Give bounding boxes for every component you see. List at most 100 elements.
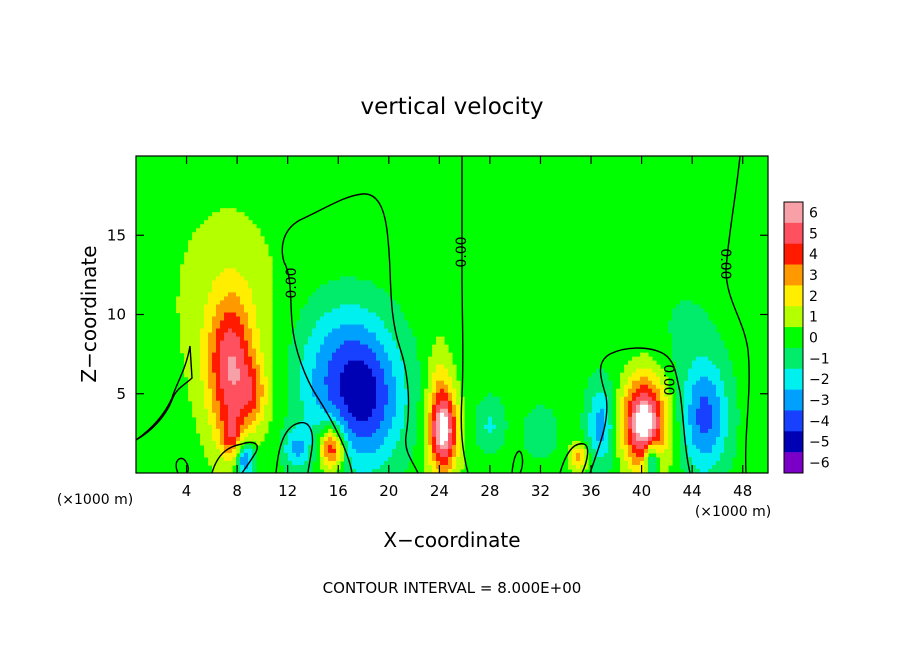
field-cell [292, 452, 297, 458]
field-cell [696, 468, 701, 473]
field-cell [400, 372, 405, 378]
field-cell [340, 360, 345, 366]
field-cell [684, 336, 689, 342]
field-cell [256, 292, 261, 298]
field-cell [660, 400, 665, 406]
field-cell [428, 412, 433, 418]
field-cell [720, 444, 725, 450]
field-cell [248, 380, 253, 386]
field-cell [192, 248, 197, 253]
field-cell [360, 308, 365, 314]
field-cell [240, 376, 245, 382]
field-cell [616, 412, 621, 418]
field-cell [264, 340, 269, 346]
field-cell [220, 256, 225, 261]
field-cell [312, 428, 317, 434]
field-cell [644, 396, 649, 402]
field-cell [292, 412, 297, 418]
field-cell [720, 348, 725, 354]
field-cell [300, 408, 305, 414]
field-cell [184, 300, 189, 306]
field-cell [396, 392, 401, 398]
field-cell [288, 352, 293, 358]
field-cell [196, 292, 201, 298]
field-cell [596, 388, 601, 394]
field-cell [316, 424, 321, 430]
field-cell [256, 332, 261, 338]
field-cell [180, 268, 185, 273]
field-cell [320, 420, 325, 426]
field-cell [300, 468, 305, 473]
field-cell [200, 296, 205, 302]
field-cell [184, 320, 189, 326]
field-cell [716, 372, 721, 378]
field-cell [304, 396, 309, 402]
field-cell [588, 440, 593, 446]
field-cell [216, 228, 221, 233]
field-cell [376, 288, 381, 294]
field-cell [384, 320, 389, 326]
field-cell [352, 356, 357, 362]
field-cell [692, 436, 697, 442]
field-cell [252, 312, 257, 318]
field-cell [500, 404, 505, 410]
field-cell [608, 464, 613, 470]
field-cell [692, 444, 697, 450]
field-cell [636, 372, 641, 378]
field-cell [704, 428, 709, 434]
field-cell [352, 380, 357, 386]
field-cell [248, 408, 253, 414]
field-cell [480, 436, 485, 442]
field-cell [328, 320, 333, 326]
field-cell [180, 288, 185, 294]
field-cell [196, 264, 201, 269]
field-cell [220, 336, 225, 342]
field-cell [196, 272, 201, 277]
field-cell [268, 296, 273, 302]
field-cell [676, 396, 681, 402]
field-cell [192, 396, 197, 402]
field-cell [232, 404, 237, 410]
field-cell [256, 428, 261, 434]
field-cell [212, 292, 217, 298]
field-cell [336, 300, 341, 306]
field-cell [300, 344, 305, 350]
field-cell [460, 452, 465, 458]
field-cell [356, 444, 361, 450]
field-cell [292, 348, 297, 354]
field-cell [196, 284, 201, 290]
field-cell [344, 396, 349, 402]
colorbar-swatch [784, 202, 803, 224]
field-cell [192, 328, 197, 334]
field-cell [256, 392, 261, 398]
field-cell [252, 400, 257, 406]
field-cell [620, 424, 625, 430]
field-cell [384, 336, 389, 342]
field-cell [376, 436, 381, 442]
velocity-field [176, 208, 741, 473]
field-cell [376, 368, 381, 374]
field-cell [684, 440, 689, 446]
field-cell [616, 440, 621, 446]
field-cell [208, 300, 213, 306]
field-cell [708, 408, 713, 414]
field-cell [592, 424, 597, 430]
field-cell [320, 384, 325, 390]
field-cell [216, 432, 221, 438]
x-tick-label: 12 [278, 482, 297, 500]
field-cell [204, 220, 209, 225]
field-cell [416, 392, 421, 398]
field-cell [200, 256, 205, 261]
field-cell [704, 332, 709, 338]
field-cell [628, 468, 633, 473]
field-cell [460, 464, 465, 470]
field-cell [444, 400, 449, 406]
field-cell [332, 460, 337, 466]
field-cell [372, 368, 377, 374]
field-cell [352, 388, 357, 394]
field-cell [304, 464, 309, 470]
field-cell [264, 252, 269, 257]
field-cell [696, 452, 701, 458]
field-cell [212, 248, 217, 253]
